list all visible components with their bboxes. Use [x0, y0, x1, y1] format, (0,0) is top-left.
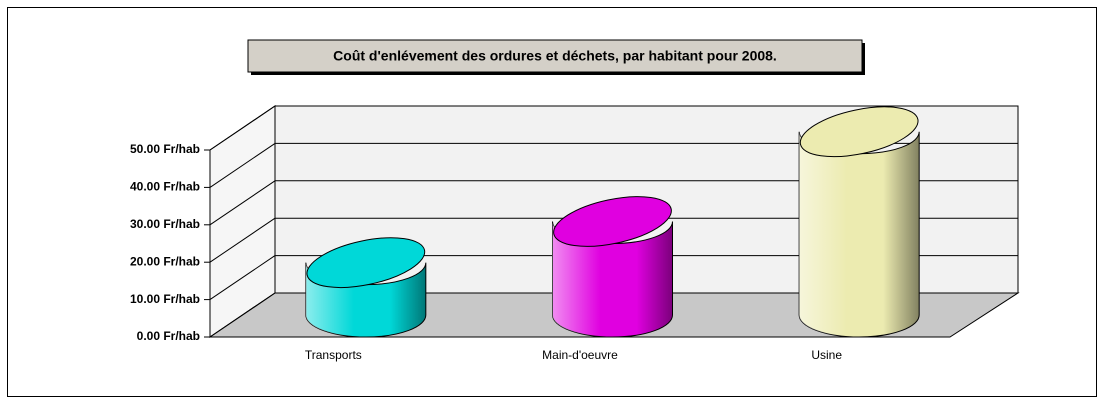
y-tick-label: 30.00 Fr/hab [130, 217, 200, 231]
y-tick-label: 20.00 Fr/hab [130, 254, 200, 268]
title-box [247, 39, 863, 73]
y-tick-label: 40.00 Fr/hab [130, 180, 200, 194]
grid-line [209, 255, 276, 301]
chart-title: Coût d'enlévement des ordures et déchets… [333, 48, 777, 64]
y-tick-label: 50.00 Fr/hab [130, 142, 200, 156]
grid-line [209, 217, 276, 263]
cylinder-top [553, 196, 672, 247]
cylinder-shade [305, 262, 426, 337]
grid-line [209, 142, 276, 188]
x-tick-label: Usine [811, 348, 842, 362]
cylinder-top [799, 106, 919, 158]
y-tick-label: 10.00 Fr/hab [130, 292, 200, 306]
grid-line [209, 180, 276, 226]
y-tick-label: 0.00 Fr/hab [137, 329, 200, 343]
x-tick-label: Transports [305, 348, 362, 362]
x-tick-label: Main-d'oeuvre [542, 348, 618, 362]
grid-line [209, 105, 276, 151]
cylinder-shade [799, 131, 920, 337]
grid-line [209, 292, 276, 338]
cylinder-shade [552, 221, 673, 337]
cylinder-top [306, 237, 426, 289]
